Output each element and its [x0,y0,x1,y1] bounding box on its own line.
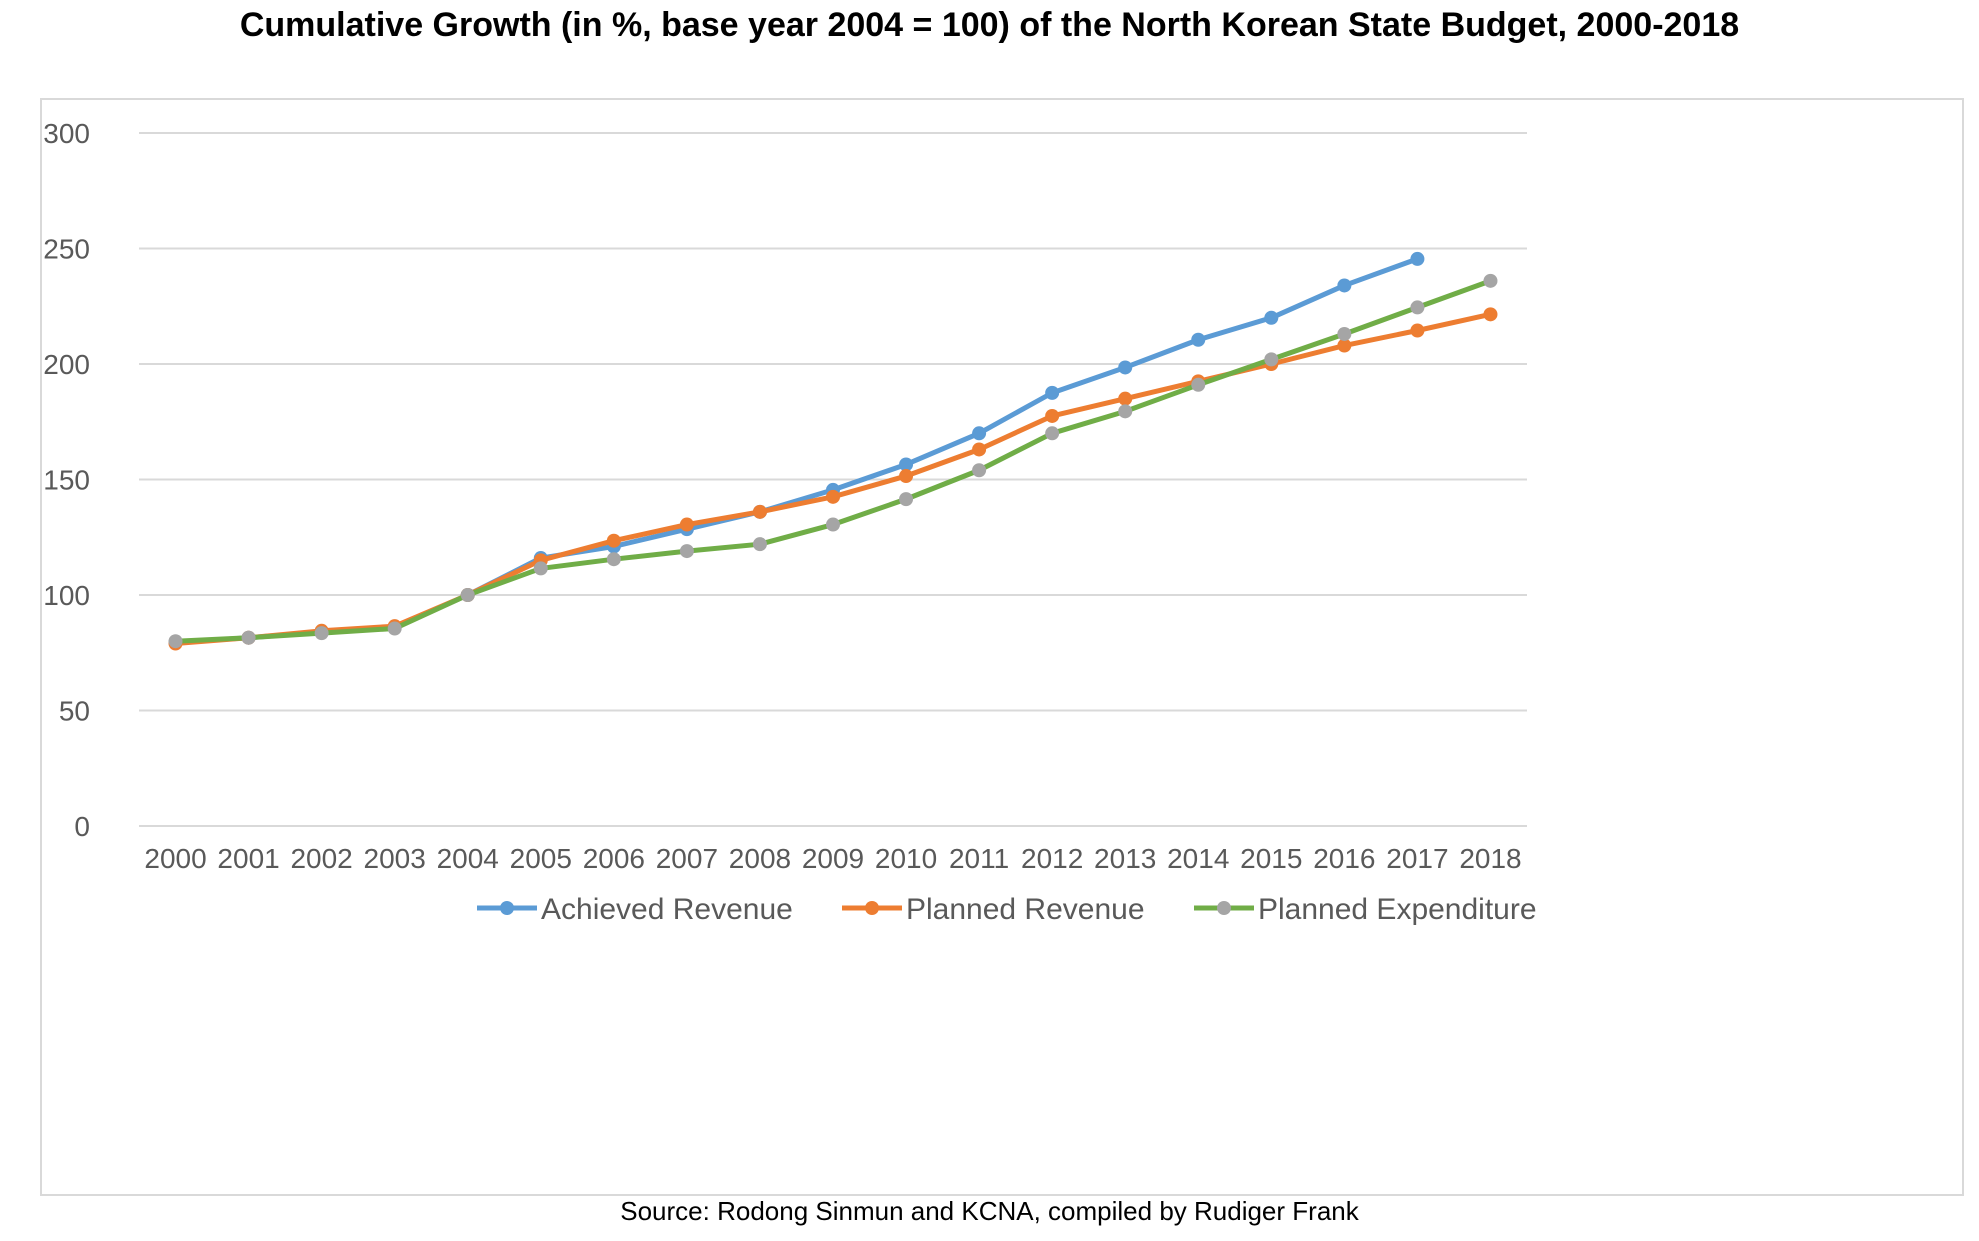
data-point [1191,332,1206,347]
data-point [1337,326,1352,341]
data-point [752,537,767,552]
x-tick-label: 2003 [364,843,426,874]
data-point [1410,300,1425,315]
legend-marker [865,901,879,915]
legend: Achieved Revenue Planned Revenue Planned E… [477,893,1537,926]
data-point [1264,310,1279,325]
x-tick-label: 2015 [1240,843,1302,874]
y-tick-label: 50 [59,696,90,727]
x-tick-label: 2008 [729,843,791,874]
legend-entry: Achieved Revenue [477,893,793,926]
legend-label: Achieved Revenue [541,893,793,926]
series-line [175,256,1419,645]
legend-marker [1217,901,1231,915]
data-point [1483,307,1498,322]
data-point [1045,426,1060,441]
y-tick-label: 100 [43,580,90,611]
data-point [899,469,914,484]
data-point [972,426,987,441]
data-point [606,533,621,548]
x-tick-label: 2010 [875,843,937,874]
x-tick-label: 2014 [1167,843,1229,874]
series-line [175,278,1492,644]
data-point [387,621,402,636]
data-point [1410,323,1425,338]
data-point [460,588,475,602]
x-tick-label: 2012 [1021,843,1083,874]
data-point [1118,391,1133,406]
x-tick-label: 2018 [1459,843,1521,874]
source-note: Source: Rodong Sinmun and KCNA, compiled… [620,1196,1359,1226]
chart-area: 0 50 100 150 200 250 300 2000 2001 2002 2003 2004 2… [40,98,1964,1196]
data-point [826,489,840,504]
data-point [1045,408,1060,423]
x-axis-ticks: 2000 2001 2002 2003 2004 2005 2006 2007 2008 2009… [144,843,1521,874]
x-tick-label: 2001 [217,843,279,874]
y-tick-label: 0 [74,811,90,842]
data-point [972,442,987,457]
x-tick-label: 2017 [1386,843,1448,874]
y-axis-ticks: 0 50 100 150 200 250 300 [43,118,90,842]
x-tick-label: 2007 [656,843,718,874]
data-point [1045,385,1060,400]
y-tick-label: 250 [43,234,90,265]
series-lines [168,251,1498,651]
data-point [1410,251,1425,266]
series-2 [168,273,1498,649]
data-point [679,517,694,532]
x-tick-label: 2013 [1094,843,1156,874]
legend-marker [500,901,514,915]
data-point [533,561,548,576]
data-point [1118,404,1133,419]
data-point [241,630,256,645]
x-tick-label: 2009 [802,843,864,874]
data-point [826,517,840,532]
data-point [606,552,621,567]
legend-label: Planned Revenue [906,893,1145,926]
data-point [314,626,329,641]
data-point [899,457,914,472]
chart-title: Cumulative Growth (in %, base year 2004 … [239,6,1740,44]
data-point [1337,338,1352,353]
legend-entry: Planned Revenue [842,893,1145,926]
data-point [1118,360,1133,375]
x-tick-label: 2011 [949,843,1009,874]
data-point [679,544,694,559]
x-tick-label: 2004 [437,843,499,874]
data-point [899,492,914,507]
x-tick-label: 2016 [1313,843,1375,874]
legend-entry: Planned Expenditure [1194,893,1537,926]
series-0 [168,251,1425,650]
data-point [1264,352,1279,367]
data-point [1337,278,1352,293]
data-point [1191,377,1206,392]
data-point [752,504,767,519]
gridlines [139,132,1527,827]
x-tick-label: 2006 [583,843,645,874]
data-point [972,463,987,478]
data-point [1483,273,1498,288]
x-tick-label: 2005 [510,843,572,874]
y-tick-label: 200 [43,349,90,380]
data-point [168,634,183,649]
y-tick-label: 150 [43,465,90,496]
x-tick-label: 2002 [290,843,352,874]
y-tick-label: 300 [43,118,90,149]
x-tick-label: 2000 [144,843,206,874]
legend-label: Planned Expenditure [1258,893,1537,926]
